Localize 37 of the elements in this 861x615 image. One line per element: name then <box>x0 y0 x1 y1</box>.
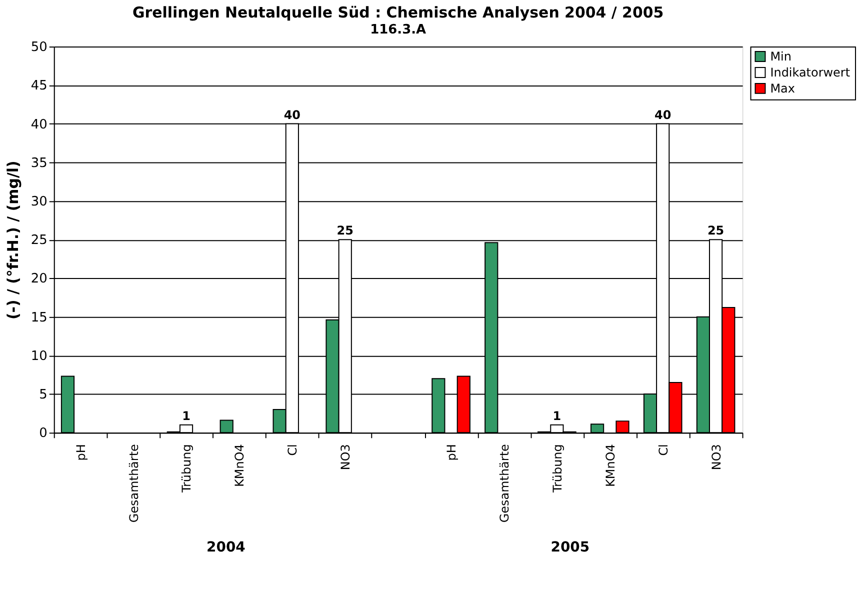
data-label: 40 <box>284 108 300 122</box>
text: 2004 <box>206 539 246 556</box>
y-tick-label: 5 <box>39 388 48 403</box>
x-tick-label: NO3 <box>709 444 724 470</box>
text: 2005 <box>550 539 590 556</box>
y-tick-label: 15 <box>30 310 48 326</box>
y-tick-label: 10 <box>30 348 48 364</box>
x-tick-label: pH <box>444 444 459 461</box>
data-label: 25 <box>336 224 354 238</box>
x-tick-label: Trübung <box>180 444 194 494</box>
data-label: 25 <box>707 224 724 238</box>
y-tick-label: 35 <box>30 156 48 171</box>
data-label: 1 <box>552 408 562 423</box>
chart-title: Grellingen Neutalquelle Süd : Chemische Analysen 2004 / 2005 <box>132 4 664 22</box>
y-tick-label: 25 <box>30 233 48 248</box>
x-tick-label: KMnO4 <box>603 444 618 487</box>
y-tick-label: 40 <box>30 117 48 132</box>
x-tick-label: NO3 <box>338 444 353 470</box>
x-tick-label: Gesamthärte <box>497 444 512 523</box>
x-tick-label: Trübung <box>550 444 564 494</box>
x-tick-label: pH <box>74 444 88 461</box>
x-tick-label: Cl <box>656 444 670 456</box>
x-tick-label: Gesamthärte <box>126 444 141 523</box>
y-tick-label: 45 <box>30 78 48 94</box>
y-tick-label: 0 <box>39 426 48 442</box>
legend-label: Indikatorwert <box>770 65 850 80</box>
x-tick-label: KMnO4 <box>232 444 247 487</box>
y-tick-label: 20 <box>30 272 48 287</box>
x-tick-label: Cl <box>286 444 300 456</box>
data-label: 40 <box>654 108 672 122</box>
y-tick-label: 30 <box>30 194 48 210</box>
chart-subtitle: 116.3.A <box>370 22 426 38</box>
legend-label: Max <box>770 81 795 96</box>
y-tick-label: 50 <box>30 40 48 56</box>
data-label: 1 <box>182 408 190 423</box>
y-axis-title: (-) / (°fr.H.) / (mg/l) <box>4 160 22 320</box>
legend-label: Min <box>770 50 792 64</box>
